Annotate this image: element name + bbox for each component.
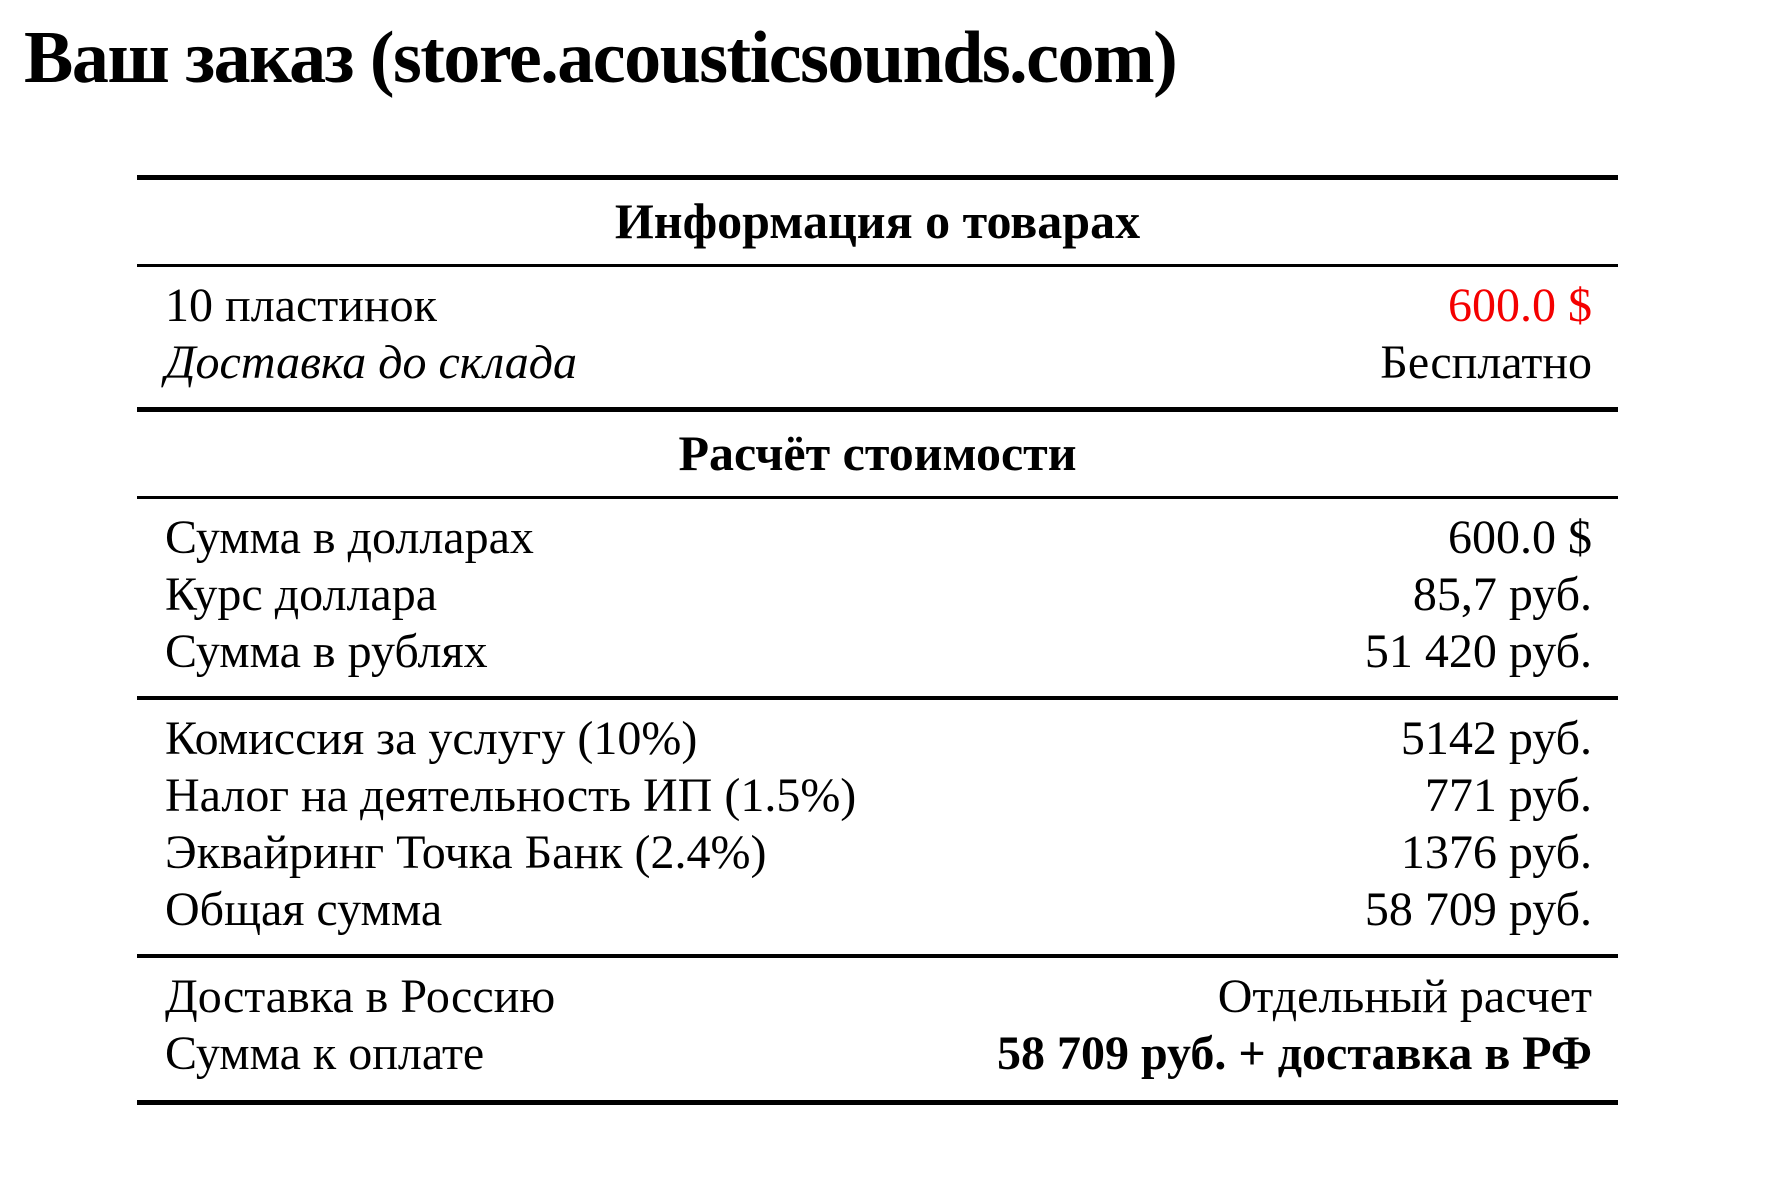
table-row: Доставка в Россию Отдельный расчет xyxy=(137,968,1618,1025)
table-row: Налог на деятельность ИП (1.5%) 771 руб. xyxy=(137,767,1618,824)
items-group: 10 пластинок 600.0 $ Доставка до склада … xyxy=(137,267,1618,407)
row-label: Доставка до склада xyxy=(165,336,577,389)
table-top-rule xyxy=(137,175,1618,180)
total-group: Доставка в Россию Отдельный расчет Сумма… xyxy=(137,958,1618,1100)
row-value: 1376 руб. xyxy=(1400,826,1592,879)
section-header-underline xyxy=(137,264,1618,267)
table-row: Доставка до склада Бесплатно xyxy=(137,334,1618,391)
row-value: 85,7 руб. xyxy=(1412,568,1592,621)
row-value: 771 руб. xyxy=(1424,769,1592,822)
row-value: Отдельный расчет xyxy=(1217,970,1592,1023)
row-label: Общая сумма xyxy=(165,883,443,936)
row-value: 600.0 $ xyxy=(1448,511,1592,564)
table-row: Сумма к оплате 58 709 руб. + доставка в … xyxy=(137,1025,1618,1082)
table-row: Сумма в долларах 600.0 $ xyxy=(137,509,1618,566)
row-label: Сумма в долларах xyxy=(165,511,534,564)
table-row: Комиссия за услугу (10%) 5142 руб. xyxy=(137,710,1618,767)
row-label: Эквайринг Точка Банк (2.4%) xyxy=(165,826,767,879)
row-label: Доставка в Россию xyxy=(165,970,556,1023)
section-header-underline xyxy=(137,496,1618,499)
row-label: Комиссия за услугу (10%) xyxy=(165,712,698,765)
row-value: 600.0 $ xyxy=(1448,279,1592,332)
row-label: Курс доллара xyxy=(165,568,438,621)
row-value: 58 709 руб. xyxy=(1364,883,1592,936)
row-label: 10 пластинок xyxy=(165,279,437,332)
table-row: Курс доллара 85,7 руб. xyxy=(137,566,1618,623)
order-summary-table: Информация о товарах 10 пластинок 600.0 … xyxy=(137,175,1618,1105)
table-row: Общая сумма 58 709 руб. xyxy=(137,881,1618,938)
amounts-group: Сумма в долларах 600.0 $ Курс доллара 85… xyxy=(137,499,1618,696)
table-row: 10 пластинок 600.0 $ xyxy=(137,277,1618,334)
row-value: Бесплатно xyxy=(1380,336,1592,389)
fees-group: Комиссия за услугу (10%) 5142 руб. Налог… xyxy=(137,700,1618,954)
group-divider-rule xyxy=(137,954,1618,958)
table-bottom-rule xyxy=(137,1100,1618,1105)
table-row: Эквайринг Точка Банк (2.4%) 1376 руб. xyxy=(137,824,1618,881)
page-title: Ваш заказ (store.acousticsounds.com) xyxy=(24,17,1178,99)
row-value: 5142 руб. xyxy=(1400,712,1592,765)
section-header-cost-calculation: Расчёт стоимости xyxy=(678,425,1077,481)
row-value: 51 420 руб. xyxy=(1364,625,1592,678)
section-header-items-info: Информация о товарах xyxy=(614,193,1141,249)
table-row: Сумма в рублях 51 420 руб. xyxy=(137,623,1618,680)
row-value-total: 58 709 руб. + доставка в РФ xyxy=(996,1027,1592,1080)
row-label: Налог на деятельность ИП (1.5%) xyxy=(165,769,857,822)
row-label: Сумма к оплате xyxy=(165,1027,485,1080)
section-divider-rule xyxy=(137,407,1618,412)
row-label: Сумма в рублях xyxy=(165,625,488,678)
group-divider-rule xyxy=(137,696,1618,700)
